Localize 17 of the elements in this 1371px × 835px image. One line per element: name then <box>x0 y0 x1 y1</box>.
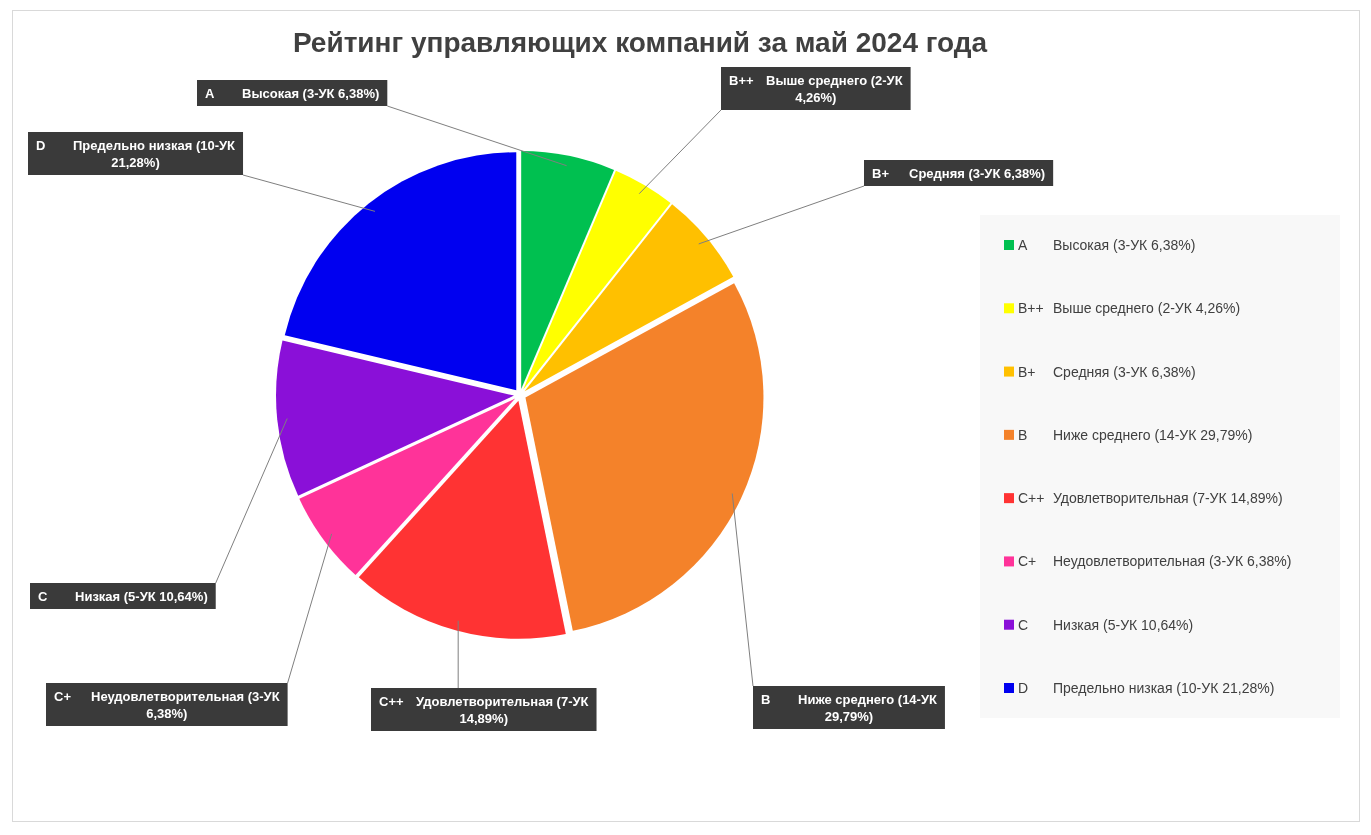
category-label: D Предельно низкая (10-УК 21,28%) <box>1018 680 1275 696</box>
category-label: B+ Средняя (3-УК 6,38%) <box>1018 363 1196 380</box>
category-label: A Высокая (3-УК 6,38%) <box>205 86 380 101</box>
category-label: B Ниже среднего (14-УК 29,79%) <box>761 692 937 724</box>
category-label: D Предельно низкая (10-УК 21,28%) <box>36 138 236 170</box>
slice-label: B++ Выше среднего (2-УК 4,26%) <box>729 73 907 105</box>
category-label: C+ Неудовлетворительная (3-УК 6,38%) <box>54 689 280 721</box>
slice-label: C++ Удовлетворительная (7-УК 14,89%) <box>379 694 593 726</box>
legend-label: C++ Удовлетворительная (7-УК 14,89%) <box>1018 490 1283 507</box>
category-label: B Ниже среднего (14-УК 29,79%) <box>1018 426 1253 443</box>
category-label: C Низкая (5-УК 10,64%) <box>38 589 208 604</box>
legend-label: C+ Неудовлетворительная (3-УК 6,38%) <box>1018 553 1292 570</box>
category-label: B+ Средняя (3-УК 6,38%) <box>872 166 1046 181</box>
legend-label: B++ Выше среднего (2-УК 4,26%) <box>1018 300 1241 317</box>
category-label: C Низкая (5-УК 10,64%) <box>1018 616 1194 633</box>
chart-title: Рейтинг управляющих компаний за май 2024 года <box>292 27 988 58</box>
category-label: A Высокая (3-УК 6,38%) <box>1018 237 1196 253</box>
